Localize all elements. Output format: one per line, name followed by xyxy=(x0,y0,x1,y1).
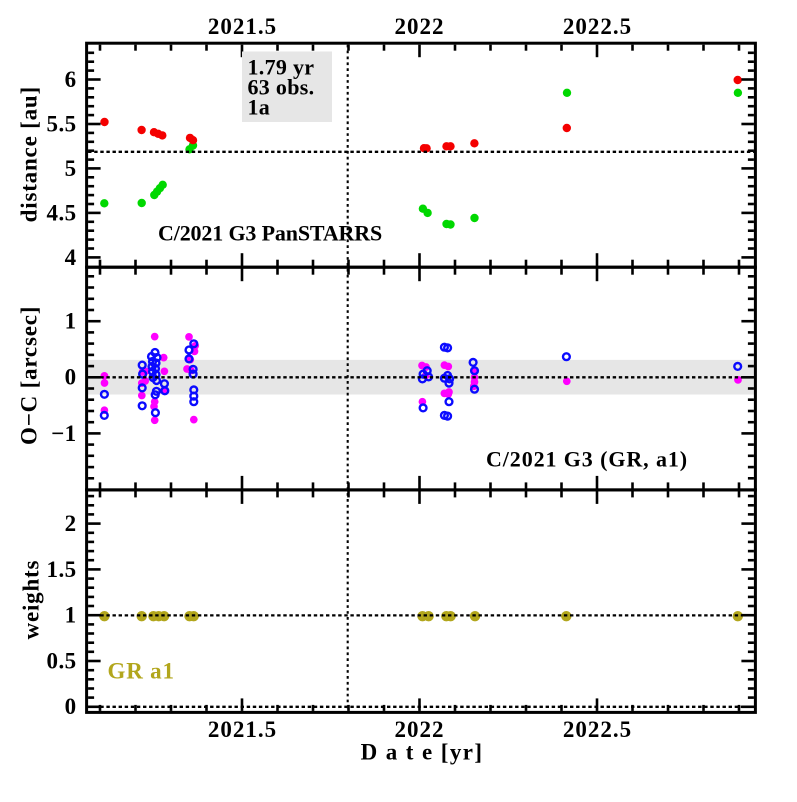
svg-text:C/2021 G3 (GR, a1): C/2021 G3 (GR, a1) xyxy=(486,447,688,472)
svg-text:2022.5: 2022.5 xyxy=(563,717,632,742)
svg-text:5: 5 xyxy=(65,156,77,181)
svg-text:0: 0 xyxy=(65,694,77,719)
svg-text:5.5: 5.5 xyxy=(47,111,77,136)
svg-text:D a t e [yr]: D a t e [yr] xyxy=(361,740,484,765)
svg-text:2: 2 xyxy=(65,511,77,536)
svg-text:2022.5: 2022.5 xyxy=(563,14,632,39)
svg-text:6: 6 xyxy=(65,67,77,92)
svg-text:2021.5: 2021.5 xyxy=(208,14,277,39)
svg-text:O−C [arcsec]: O−C [arcsec] xyxy=(17,306,42,445)
svg-text:4: 4 xyxy=(65,245,77,270)
svg-text:2022: 2022 xyxy=(395,717,445,742)
svg-text:GR a1: GR a1 xyxy=(108,659,175,684)
svg-text:1: 1 xyxy=(65,309,77,334)
svg-text:distance [au]: distance [au] xyxy=(17,86,42,222)
svg-text:0.5: 0.5 xyxy=(47,648,77,673)
svg-text:weights: weights xyxy=(19,560,44,640)
svg-text:1.79 yr: 1.79 yr xyxy=(248,55,315,80)
svg-text:1: 1 xyxy=(65,603,77,628)
svg-text:C/2021 G3 PanSTARRS: C/2021 G3 PanSTARRS xyxy=(158,221,382,246)
svg-text:1a: 1a xyxy=(248,95,271,120)
svg-text:2022: 2022 xyxy=(395,14,445,39)
svg-text:0: 0 xyxy=(65,365,77,390)
svg-text:4.5: 4.5 xyxy=(47,200,77,225)
svg-text:2021.5: 2021.5 xyxy=(208,717,277,742)
svg-text:1.5: 1.5 xyxy=(47,557,77,582)
svg-text:−1: −1 xyxy=(51,421,76,446)
svg-text:63 obs.: 63 obs. xyxy=(248,75,315,100)
